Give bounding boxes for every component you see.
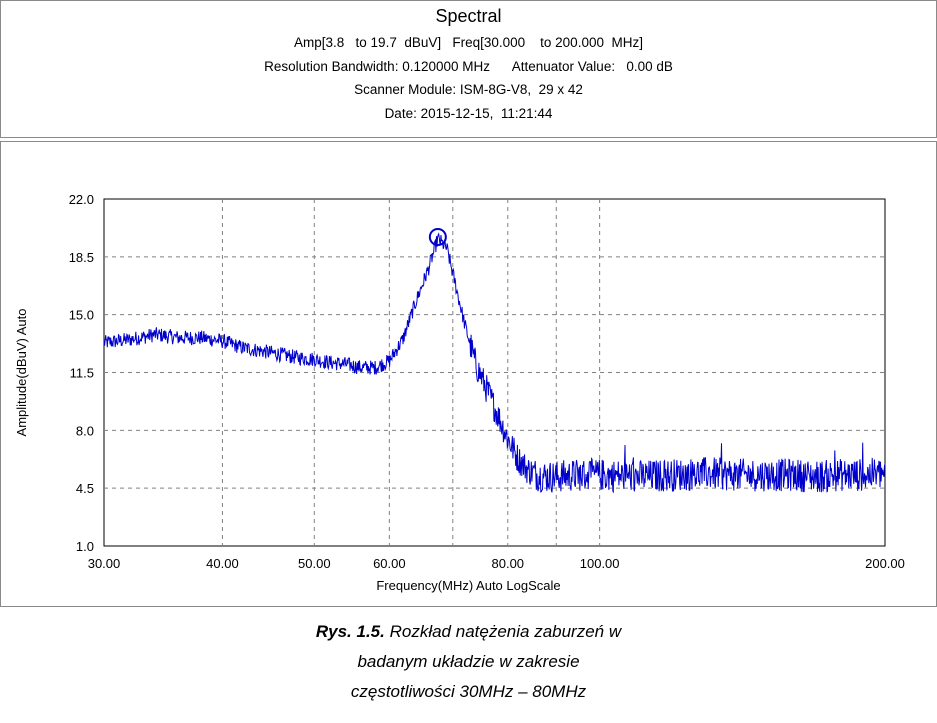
y-tick-label: 15.0: [69, 308, 94, 323]
scan-date: Date: 2015-12-15, 11:21:44: [384, 106, 553, 121]
x-tick-label: 200.00: [865, 556, 905, 571]
x-tick-label: 60.00: [373, 556, 406, 571]
y-tick-label: 22.0: [69, 192, 94, 207]
y-axis-label: Amplitude(dBuV) Auto: [14, 309, 29, 437]
y-tick-label: 8.0: [76, 423, 94, 438]
x-tick-label: 80.00: [492, 556, 525, 571]
amp-freq-range: Amp[3.8 to 19.7 dBuV] Freq[30.000 to 200…: [294, 35, 643, 50]
spectrum-chart: 22.0 18.5 15.0 11.5 8.0 4.5 1.0 30.00 40.00 50.00…: [14, 192, 905, 593]
y-tick-label: 11.5: [70, 366, 94, 381]
plot-frame: [103, 198, 886, 547]
caption-line-2: badanym układzie w zakresie: [357, 652, 580, 671]
caption-line-3: częstotliwości 30MHz – 80MHz: [350, 682, 587, 701]
caption-label: Rys. 1.5.: [315, 622, 385, 641]
x-tick-label: 40.00: [206, 556, 239, 571]
y-tick-label: 18.5: [69, 250, 94, 265]
chart-title: Spectral: [435, 6, 502, 26]
plot-panel: [0, 141, 937, 607]
bandwidth-attenuator: Resolution Bandwidth: 0.120000 MHz Atten…: [264, 59, 673, 74]
scanner-module: Scanner Module: ISM-8G-V8, 29 x 42: [354, 82, 583, 97]
x-axis-label: Frequency(MHz) Auto LogScale: [376, 578, 560, 593]
x-tick-label: 50.00: [298, 556, 331, 571]
peak-marker: [428, 228, 447, 247]
x-tick-label: 30.00: [88, 556, 121, 571]
y-tick-label: 4.5: [76, 481, 94, 496]
caption-text-1: Rozkład natężenia zaburzeń w: [384, 622, 622, 641]
caption-line-1: Rys. 1.5. Rozkład natężenia zaburzeń w: [0, 622, 937, 642]
header-panel: [0, 0, 937, 138]
y-tick-label: 1.0: [76, 539, 94, 554]
spectrum-trace: [103, 232, 886, 494]
x-tick-label: 100.00: [580, 556, 620, 571]
